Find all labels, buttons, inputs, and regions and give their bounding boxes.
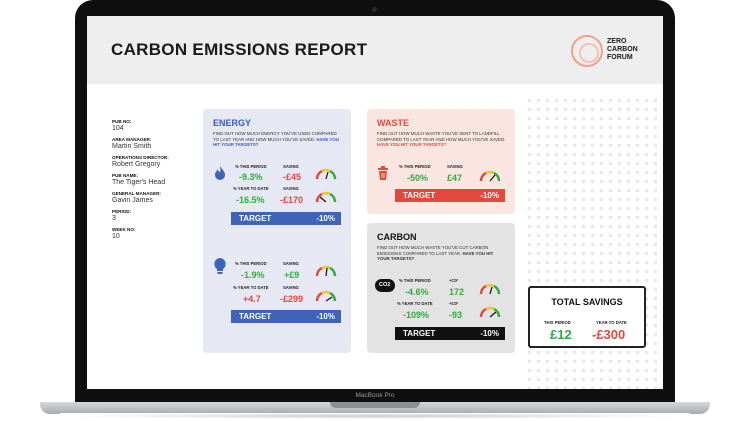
energy-saving-label: SAVING xyxy=(283,261,299,266)
carbon-period-pct: -4.6% xyxy=(405,287,429,297)
info-value: 104 xyxy=(112,125,124,132)
energy-description: FIND OUT HOW MUCH ENERGY YOU'VE USED COM… xyxy=(213,131,339,148)
info-value: 3 xyxy=(112,215,116,222)
target-label: TARGET xyxy=(403,329,436,338)
waste-panel: WASTE FIND OUT HOW MUCH WASTE YOU'VE SEN… xyxy=(367,109,515,214)
energy-ytd-pct: -16.5% xyxy=(236,195,265,205)
laptop-base xyxy=(40,402,710,414)
info-label: WEEK NO: xyxy=(112,227,136,232)
carbon-period-co2: 172 xyxy=(449,287,465,297)
gauge-icon xyxy=(315,290,337,302)
info-value: Gavin James xyxy=(112,197,153,204)
energy-target-bar: TARGET -10% xyxy=(231,310,341,323)
laptop-shadow xyxy=(60,413,690,419)
target-value: -10% xyxy=(316,312,335,321)
carbon-co2-label: +C0² xyxy=(449,278,459,283)
gauge-icon xyxy=(315,191,337,203)
total-savings-card: TOTAL SAVINGS THIS PERIOD YEAR TO DATE £… xyxy=(528,286,646,348)
energy-target-bar: TARGET -10% xyxy=(231,212,341,225)
camera xyxy=(372,7,377,12)
waste-target-bar: TARGET -10% xyxy=(395,189,505,202)
laptop-lid: CARBON EMISSIONS REPORT ZERO CARBON FORU… xyxy=(75,0,675,404)
energy-period-pct: -9.3% xyxy=(239,172,263,182)
target-value: -10% xyxy=(316,214,335,223)
energy-ytd-pct: +4.7 xyxy=(243,294,261,304)
energy-period-label: % THIS PERIOD xyxy=(235,164,267,169)
energy-period-saving: -£45 xyxy=(283,172,302,182)
info-label: PUB NO: xyxy=(112,119,132,124)
info-label: PUB NAME: xyxy=(112,173,139,178)
target-value: -10% xyxy=(480,191,499,200)
carbon-title: CARBON xyxy=(377,232,417,242)
carbon-period-label: % THIS PERIOD xyxy=(399,278,431,283)
carbon-ytd-co2-label: +C0² xyxy=(449,301,459,306)
info-label: GENERAL MANAGER: xyxy=(112,191,161,196)
co2-cloud-icon: CO2 xyxy=(375,279,395,292)
carbon-ytd-pct: -109% xyxy=(403,310,430,320)
gauge-icon xyxy=(315,168,337,180)
info-value: Robert Gregory xyxy=(112,161,161,168)
target-label: TARGET xyxy=(239,214,272,223)
carbon-description: FIND OUT HOW MUCH WASTE YOU'VE CUT CARBO… xyxy=(377,245,494,262)
gauge-icon xyxy=(315,265,337,277)
gauge-icon xyxy=(479,283,501,295)
total-savings-title: TOTAL SAVINGS xyxy=(551,297,623,307)
waste-saving-label: SAVING xyxy=(447,164,463,169)
energy-period-pct: -1.9% xyxy=(241,270,265,280)
energy-ytd-saving: -£299 xyxy=(280,294,304,304)
info-label: OPERATIONS DIRECTOR: xyxy=(112,155,169,160)
flame-icon xyxy=(215,166,225,180)
energy-period-saving: +£9 xyxy=(284,270,300,280)
target-label: TARGET xyxy=(403,191,436,200)
carbon-ytd-co2: -93 xyxy=(449,310,463,320)
waste-period-pct: -50% xyxy=(407,173,429,183)
gauge-icon xyxy=(479,170,501,182)
energy-ytd-saving-label: SAVING xyxy=(283,285,299,290)
laptop-hinge-notch xyxy=(330,402,420,408)
pub-info: PUB NO: 104 AREA MANAGER: Martin Smith O… xyxy=(112,119,212,245)
zero-carbon-forum-logo-icon xyxy=(571,35,603,67)
info-value: Martin Smith xyxy=(112,143,152,150)
info-label: PERIOD: xyxy=(112,209,132,214)
info-value: The Tiger's Head xyxy=(112,179,166,186)
laptop-screen: CARBON EMISSIONS REPORT ZERO CARBON FORU… xyxy=(87,16,663,389)
waste-saving: £47 xyxy=(447,173,463,183)
report-header: CARBON EMISSIONS REPORT ZERO CARBON FORU… xyxy=(87,16,663,84)
energy-ytd-label: % YEAR TO DATE xyxy=(233,186,269,191)
total-period-value: £12 xyxy=(550,327,572,342)
energy-saving-label: SAVING xyxy=(283,164,299,169)
carbon-target-bar: TARGET -10% xyxy=(395,327,505,340)
total-ytd-label: YEAR TO DATE xyxy=(596,320,627,325)
energy-ytd-label: % YEAR TO DATE xyxy=(233,285,269,290)
trash-bin-icon xyxy=(378,166,388,180)
total-period-label: THIS PERIOD xyxy=(544,320,571,325)
page-title: CARBON EMISSIONS REPORT xyxy=(111,40,368,59)
energy-title: ENERGY xyxy=(213,118,252,128)
lightbulb-icon xyxy=(214,258,226,274)
info-label: AREA MANAGER: xyxy=(112,137,152,142)
energy-ytd-saving-label: SAVING xyxy=(283,186,299,191)
carbon-ytd-label: % YEAR TO DATE xyxy=(397,301,433,306)
energy-period-label: % THIS PERIOD xyxy=(235,261,267,266)
energy-ytd-saving: -£170 xyxy=(280,195,304,205)
info-value: 10 xyxy=(112,233,120,240)
target-value: -10% xyxy=(480,329,499,338)
waste-title: WASTE xyxy=(377,118,410,128)
logo-text: ZERO CARBON FORUM xyxy=(607,38,638,61)
target-label: TARGET xyxy=(239,312,272,321)
gauge-icon xyxy=(479,306,501,318)
carbon-panel: CARBON FIND OUT HOW MUCH WASTE YOU'VE CU… xyxy=(367,223,515,353)
waste-period-label: % THIS PERIOD xyxy=(399,164,431,169)
total-ytd-value: -£300 xyxy=(592,327,626,342)
waste-description: FIND OUT HOW MUCH WASTE YOU'VE SENT TO L… xyxy=(377,131,506,148)
device-label: MacBook Pro xyxy=(355,392,395,399)
energy-panel: ENERGY FIND OUT HOW MUCH ENERGY YOU'VE U… xyxy=(203,109,351,353)
